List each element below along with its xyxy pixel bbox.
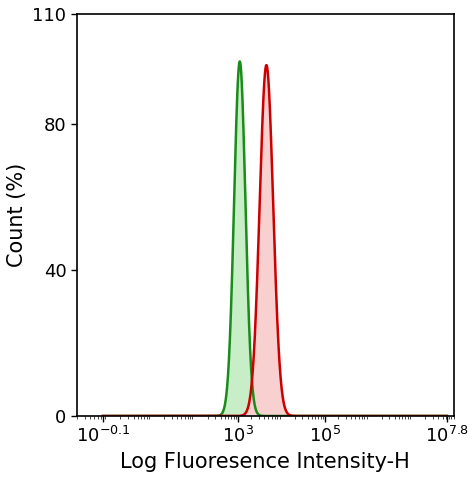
- Y-axis label: Count (%): Count (%): [7, 163, 27, 267]
- X-axis label: Log Fluoresence Intensity-H: Log Fluoresence Intensity-H: [120, 452, 410, 472]
